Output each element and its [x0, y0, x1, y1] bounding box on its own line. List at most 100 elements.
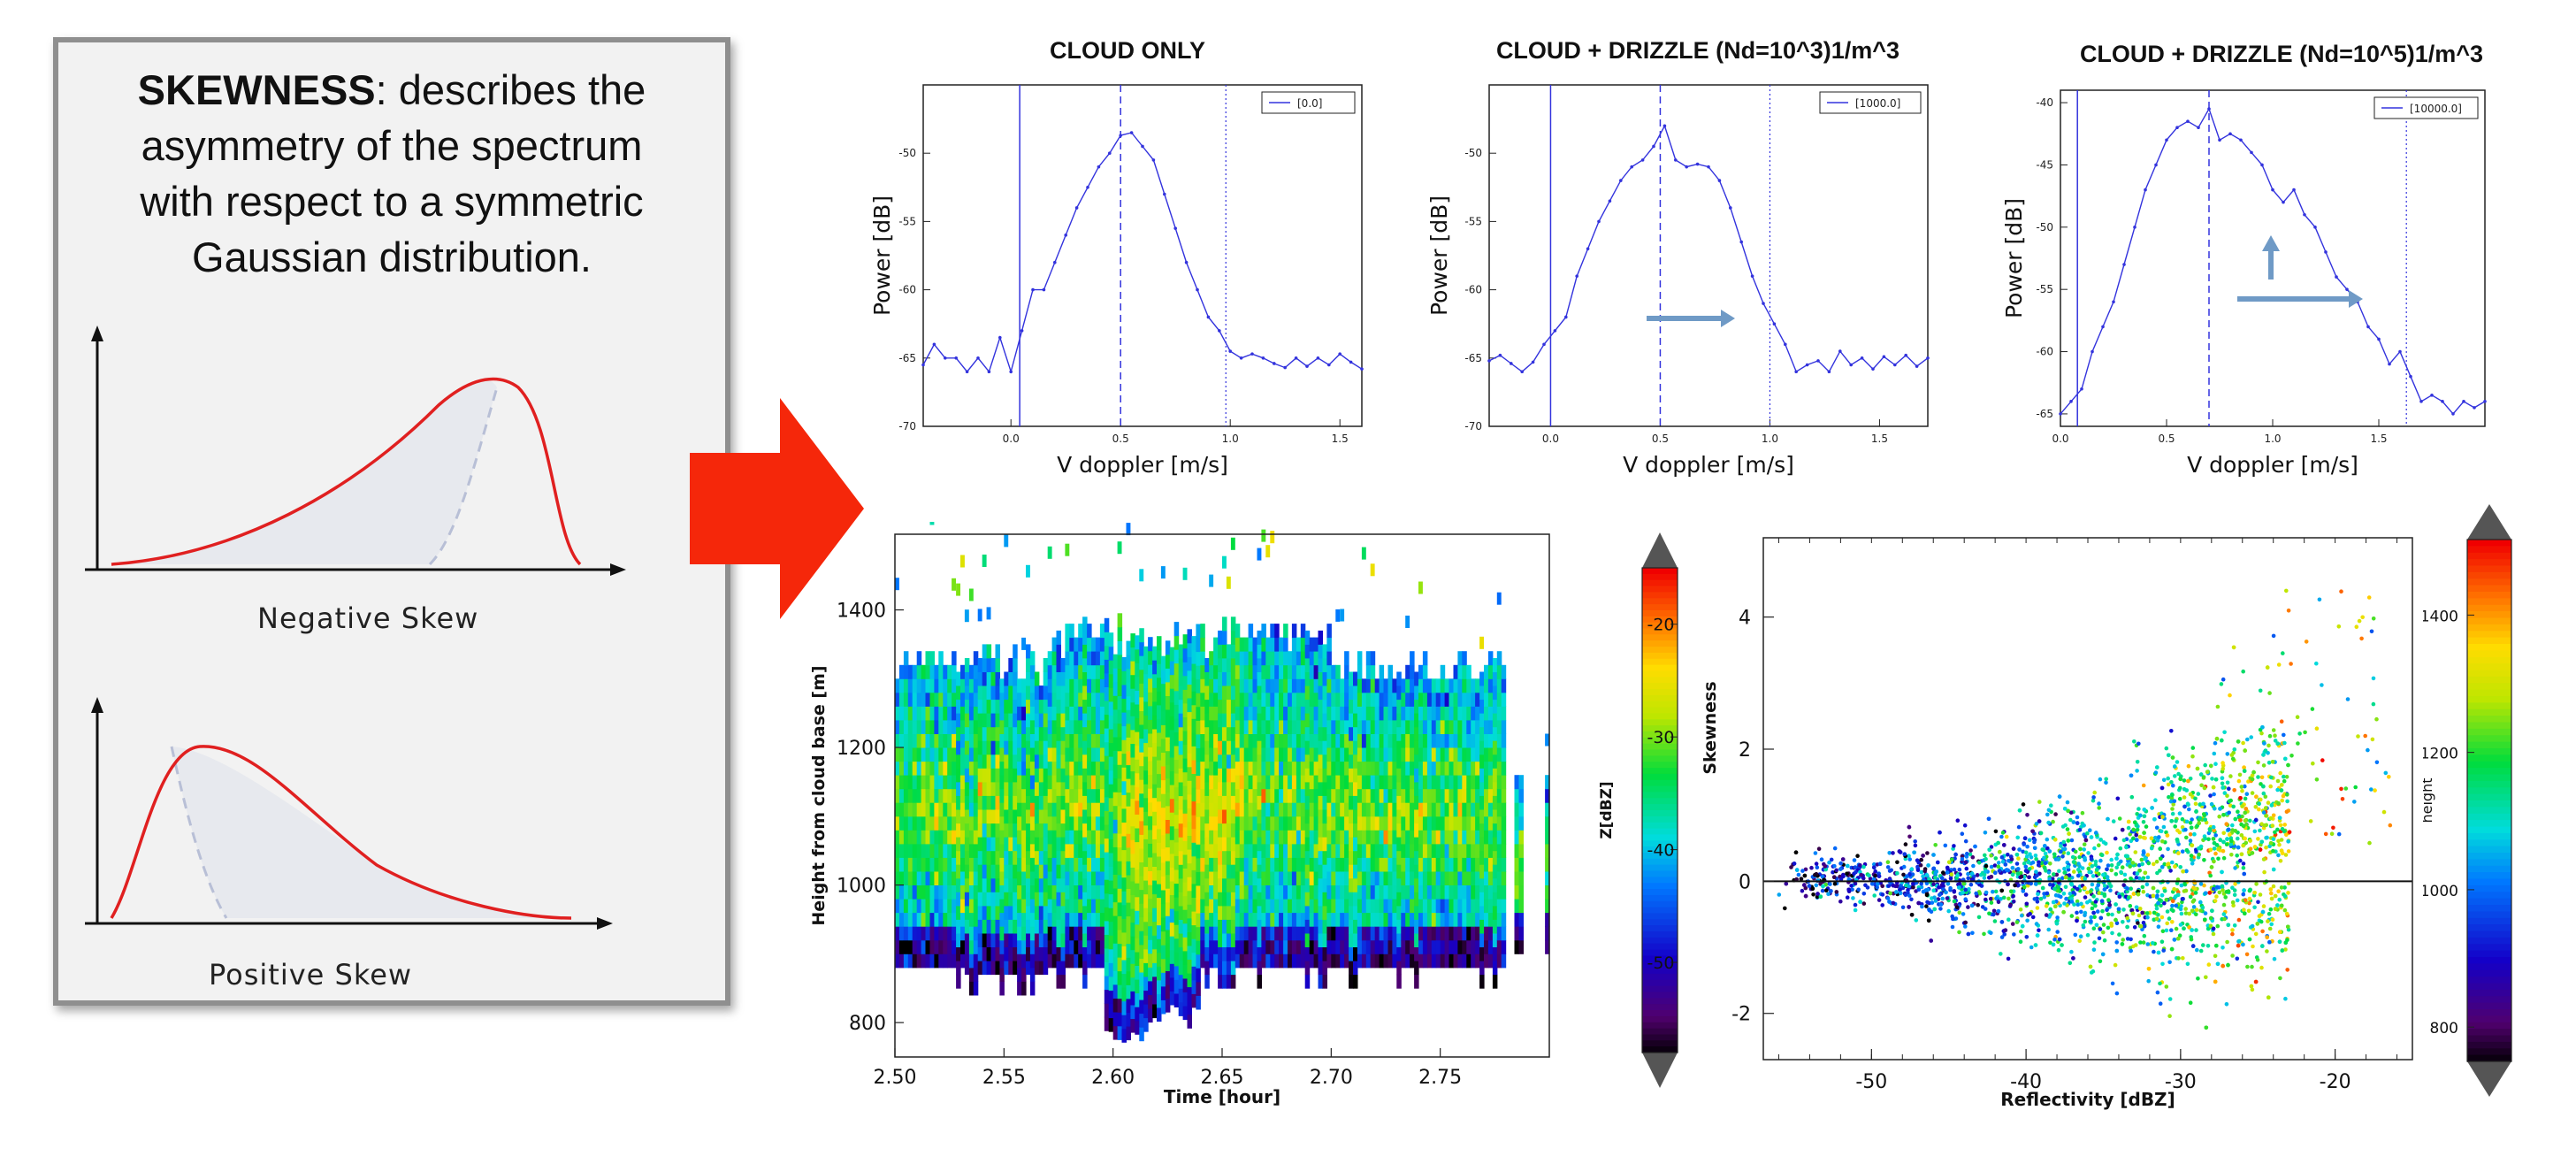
- heatmap-cell: [1152, 948, 1158, 963]
- heatmap-cell: [1130, 881, 1135, 895]
- heatmap-cell: [1453, 953, 1458, 969]
- heatmap-cell: [1279, 857, 1284, 872]
- heatmap-cell: [1257, 946, 1262, 961]
- heatmap-cell: [1422, 912, 1428, 927]
- heatmap-cell: [1326, 733, 1332, 748]
- heatmap-cell: [1126, 778, 1131, 793]
- heatmap-cell: [1349, 768, 1354, 783]
- heatmap-cell: [1309, 899, 1315, 914]
- zcbar-segment: [1642, 822, 1678, 830]
- heatmap-cell: [1252, 651, 1257, 666]
- heatmap-cell: [1466, 871, 1471, 885]
- heatmap-cell: [1091, 926, 1097, 941]
- heatmap-cell: [895, 802, 900, 817]
- heatmap-cell: [956, 864, 961, 879]
- heatmap-cell: [1187, 629, 1192, 644]
- heatmap-cell: [1349, 713, 1354, 728]
- heatmap-cell: [1479, 823, 1485, 838]
- heatmap-cell: [1065, 843, 1070, 858]
- heatmap-cell: [1396, 919, 1402, 934]
- heatmap-cell: [1148, 857, 1153, 871]
- heatmap-cell: [1230, 961, 1236, 976]
- heatmap-cell: [1466, 899, 1471, 914]
- heatmap-cell: [903, 651, 909, 666]
- heatmap-cell: [1157, 760, 1162, 775]
- heatmap-cell: [1196, 693, 1201, 708]
- heatmap-cell: [1196, 885, 1201, 900]
- heatmap-cell: [1143, 839, 1149, 854]
- heatmap-cell: [964, 658, 970, 672]
- heatmap-cell: [1396, 933, 1402, 947]
- heatmap-cell: [1462, 816, 1467, 831]
- heatmap-cell: [1492, 864, 1498, 879]
- heatmap-cell: [1487, 857, 1494, 872]
- heatmap-cell: [912, 802, 918, 817]
- heatmap-cell: [1213, 802, 1219, 817]
- heatmap-cell: [1405, 678, 1410, 693]
- heatmap-cell: [1418, 747, 1424, 762]
- heatmap-cell: [1370, 720, 1376, 734]
- heatmap-cell: [999, 981, 1005, 996]
- heatmap-cell: [1152, 715, 1158, 730]
- heatmap-cell: [1043, 809, 1049, 824]
- heatmap-cell: [999, 747, 1005, 762]
- scatter-point: [2193, 801, 2198, 807]
- heatmap-cell: [1300, 624, 1306, 639]
- heatmap-cell: [1387, 802, 1393, 817]
- zcbar-segment: [1642, 725, 1678, 732]
- heatmap-cell: [1335, 664, 1341, 679]
- heatmap-cell: [1187, 670, 1192, 685]
- heatmap-cell: [1340, 720, 1345, 734]
- heatmap-cell: [1457, 678, 1463, 693]
- heatmap-cell: [1383, 802, 1388, 817]
- heatmap-cell: [1435, 884, 1441, 900]
- heatmap-cell: [1013, 699, 1018, 714]
- heatmap-cell: [1239, 692, 1245, 707]
- scatter-point: [2117, 816, 2122, 821]
- heatmap-cell: [925, 926, 930, 941]
- heatmap-cell: [912, 747, 918, 762]
- heatmap-cell: [1230, 644, 1236, 659]
- heatmap-cell: [1383, 871, 1388, 885]
- heatmap-cell: [1121, 656, 1127, 671]
- heatmap-cell: [1160, 752, 1166, 767]
- heatmap-cell: [1492, 699, 1498, 714]
- heatmap-cell: [1047, 802, 1053, 817]
- scatter-point: [1853, 881, 1858, 886]
- zcbar-segment: [1642, 852, 1678, 860]
- heatmap-cell: [1304, 726, 1311, 741]
- heatmap-cell: [1545, 788, 1550, 803]
- heatmap-cell: [1248, 788, 1254, 803]
- heatmap-cell: [1405, 884, 1410, 900]
- heatmap-cell: [1331, 747, 1336, 762]
- heatmap-cell: [1043, 905, 1049, 920]
- heatmap-cell: [1243, 733, 1250, 748]
- heatmap-cell: [1104, 920, 1110, 935]
- heatmap-cell: [1139, 972, 1144, 986]
- heatmap-cell: [1148, 650, 1153, 665]
- heatmap-cell: [1013, 809, 1018, 824]
- scatter-point: [2183, 907, 2188, 911]
- heatmap-cell: [925, 871, 930, 885]
- heatmap-cell: [1082, 809, 1088, 824]
- zcbar-segment: [1642, 1034, 1678, 1042]
- heatmap-cell: [1152, 893, 1158, 908]
- scatter-point: [2232, 888, 2237, 892]
- heatmap-cell: [1104, 1016, 1110, 1031]
- heatmap-cell: [1383, 788, 1388, 803]
- heatmap-cell: [1545, 939, 1550, 954]
- heatmap-cell: [1104, 701, 1110, 716]
- heatmap-cell: [1405, 664, 1410, 679]
- heatmap-cell: [1357, 939, 1363, 954]
- heatmap-cell: [1283, 651, 1288, 666]
- heatmap-cell: [1349, 905, 1354, 920]
- heatmap-cell: [1440, 939, 1446, 954]
- heatmap-cell: [1291, 664, 1297, 679]
- heatmap-cell: [1239, 761, 1245, 776]
- heatmap-cell: [1157, 952, 1162, 967]
- heatmap-cell: [1021, 747, 1027, 762]
- heatmap-cell: [921, 733, 927, 748]
- heatmap-cell: [1387, 788, 1393, 803]
- heatmap-cell: [1169, 922, 1175, 937]
- heatmap-cell: [960, 884, 966, 900]
